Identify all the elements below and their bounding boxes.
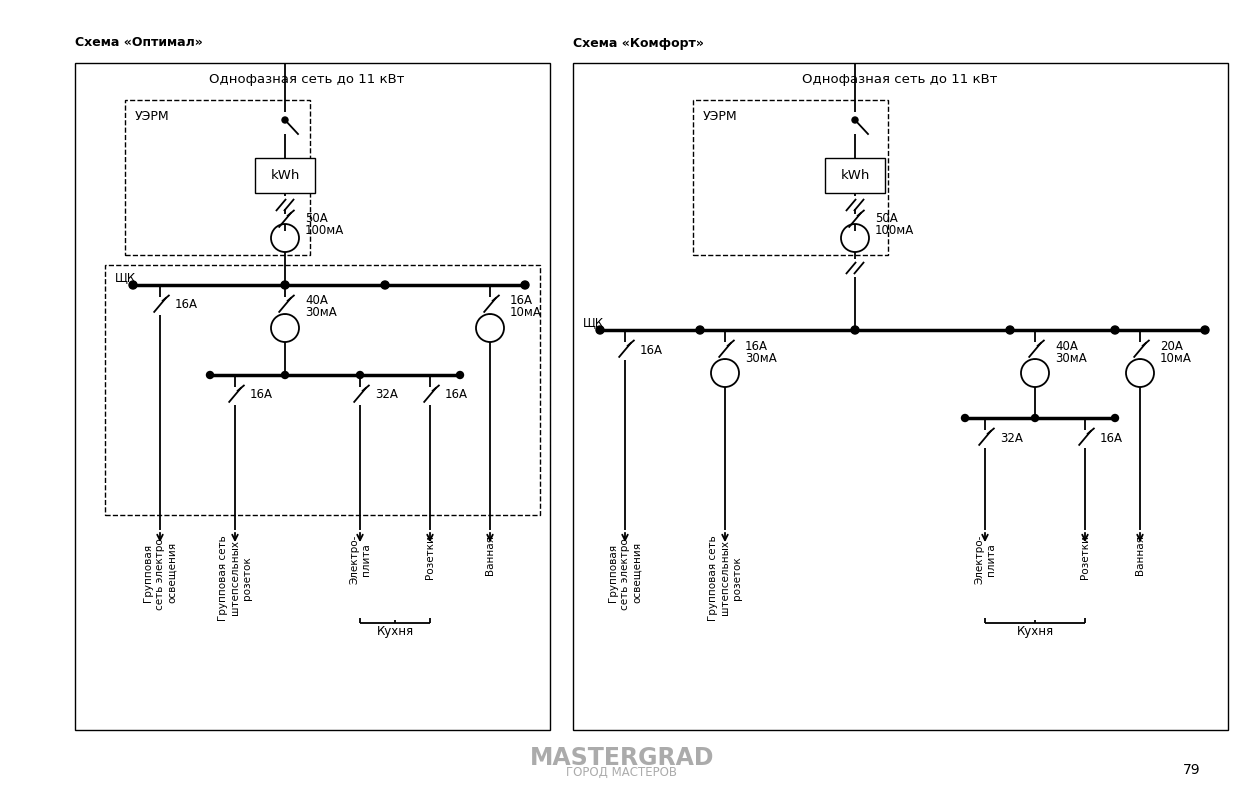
Text: 100мА: 100мА (305, 223, 345, 237)
Text: Электро-
плита: Электро- плита (349, 535, 371, 584)
Text: 30мА: 30мА (1055, 352, 1087, 364)
Text: 16А: 16А (250, 389, 273, 402)
Text: Групповая сеть
штепсельных
розеток: Групповая сеть штепсельных розеток (218, 535, 251, 621)
Text: 32А: 32А (1000, 432, 1023, 444)
Text: 16А: 16А (745, 340, 768, 352)
Text: УЭРМ: УЭРМ (134, 109, 169, 123)
Circle shape (1201, 326, 1209, 334)
Bar (124, 100, 310, 255)
Circle shape (852, 117, 858, 123)
Text: Кухня: Кухня (376, 626, 413, 638)
Text: 32А: 32А (375, 389, 398, 402)
Text: kWh: kWh (840, 169, 870, 182)
Circle shape (961, 414, 969, 421)
Circle shape (283, 117, 288, 123)
Text: Групповая
сеть электро-
освещения: Групповая сеть электро- освещения (609, 535, 641, 611)
Circle shape (1111, 326, 1119, 334)
Circle shape (596, 326, 604, 334)
Circle shape (381, 281, 388, 289)
Text: 16А: 16А (510, 295, 533, 307)
Text: kWh: kWh (270, 169, 300, 182)
Text: 50А: 50А (305, 211, 327, 224)
Text: 40А: 40А (1055, 340, 1078, 352)
Text: Групповая сеть
штепсельных
розеток: Групповая сеть штепсельных розеток (708, 535, 742, 621)
Bar (105, 265, 540, 515)
Text: 100мА: 100мА (875, 223, 914, 237)
Bar (255, 158, 315, 193)
Text: Кухня: Кухня (1016, 626, 1053, 638)
Text: 16А: 16А (1101, 432, 1123, 444)
Text: УЭРМ: УЭРМ (703, 109, 737, 123)
Bar (825, 158, 885, 193)
Text: 30мА: 30мА (305, 307, 336, 319)
Text: Однофазная сеть до 11 кВт: Однофазная сеть до 11 кВт (802, 74, 997, 86)
Circle shape (281, 371, 289, 379)
Circle shape (457, 371, 463, 379)
Text: 50А: 50А (875, 211, 898, 224)
Text: Электро-
плита: Электро- плита (974, 535, 996, 584)
Text: ЩК: ЩК (583, 317, 604, 329)
Text: 16А: 16А (640, 344, 664, 356)
Text: 10мА: 10мА (1160, 352, 1191, 364)
Text: Розетки: Розетки (1079, 535, 1091, 579)
Text: Схема «Оптимал»: Схема «Оптимал» (75, 36, 203, 49)
Text: 16А: 16А (444, 389, 468, 402)
Text: ЩК: ЩК (115, 272, 136, 284)
Text: 10мА: 10мА (510, 307, 542, 319)
Text: ГОРОД МАСТЕРОВ: ГОРОД МАСТЕРОВ (566, 766, 677, 779)
Circle shape (129, 281, 137, 289)
Text: Розетки: Розетки (425, 535, 435, 579)
Text: 20А: 20А (1160, 340, 1183, 352)
Text: Однофазная сеть до 11 кВт: Однофазная сеть до 11 кВт (209, 74, 405, 86)
Circle shape (207, 371, 213, 379)
Text: Ванная: Ванная (1135, 535, 1145, 575)
Text: 40А: 40А (305, 295, 327, 307)
Circle shape (1032, 414, 1038, 421)
Text: Групповая
сеть электро-
освещения: Групповая сеть электро- освещения (143, 535, 177, 611)
Bar (75, 63, 550, 730)
Text: 79: 79 (1183, 763, 1200, 777)
Text: Ванная: Ванная (486, 535, 496, 575)
Circle shape (281, 281, 289, 289)
Text: MASTERGRAD: MASTERGRAD (530, 746, 715, 770)
Bar (573, 63, 1228, 730)
Circle shape (1112, 414, 1118, 421)
Bar (693, 100, 888, 255)
Circle shape (520, 281, 529, 289)
Text: 16А: 16А (176, 299, 198, 311)
Circle shape (356, 371, 364, 379)
Circle shape (1006, 326, 1013, 334)
Text: 30мА: 30мА (745, 352, 777, 364)
Circle shape (696, 326, 703, 334)
Text: Схема «Комфорт»: Схема «Комфорт» (573, 36, 703, 49)
Circle shape (852, 326, 859, 334)
